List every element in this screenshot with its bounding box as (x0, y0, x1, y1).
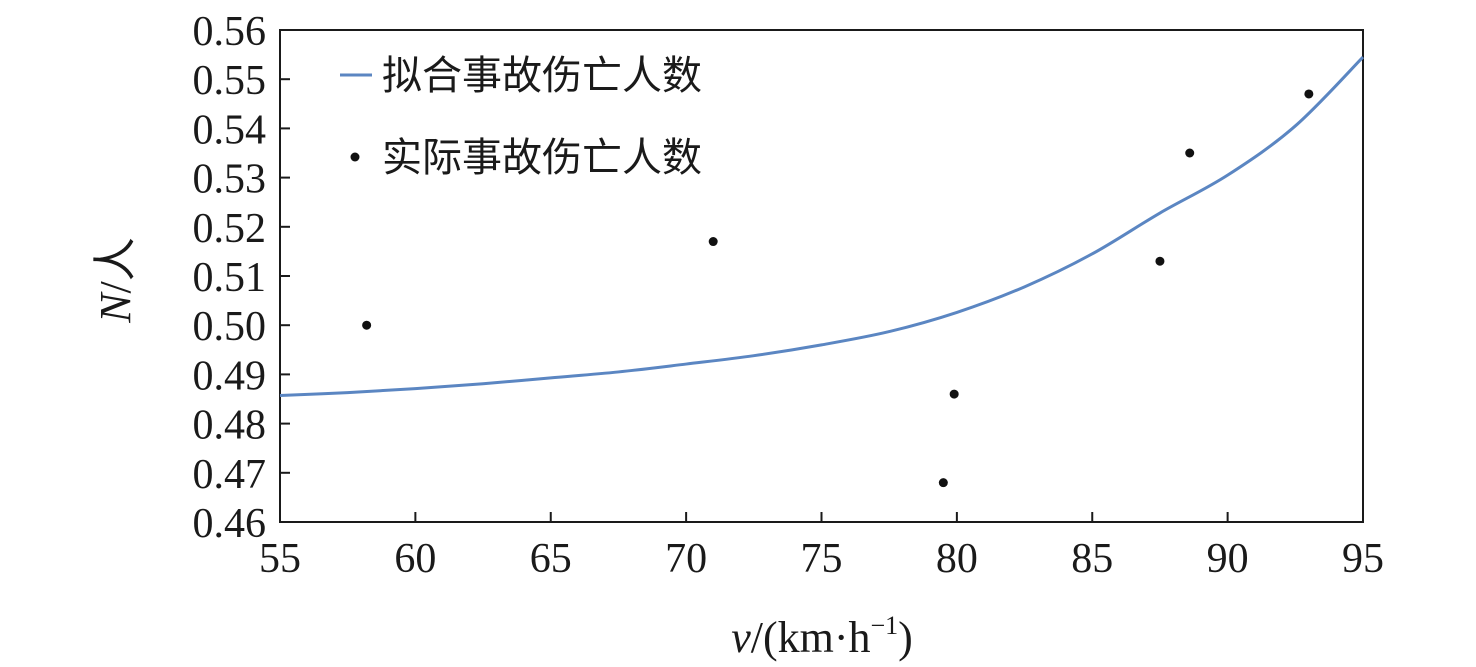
x-axis-unit: /(km·h (751, 613, 871, 662)
x-tick-label: 65 (530, 536, 572, 582)
x-tick-label: 55 (259, 536, 301, 582)
data-point (1185, 148, 1195, 158)
y-tick-label: 0.54 (193, 107, 267, 153)
y-tick-label: 0.52 (193, 206, 267, 252)
data-point (938, 478, 948, 488)
y-tick-label: 0.55 (193, 58, 267, 104)
x-tick-label: 70 (665, 536, 707, 582)
y-tick-label: 0.47 (193, 452, 267, 498)
legend-label-fitted: 拟合事故伤亡人数 (382, 53, 702, 99)
x-tick-label: 85 (1071, 536, 1113, 582)
data-point (708, 237, 718, 247)
x-axis-exponent: −1 (870, 611, 898, 640)
data-point (1304, 89, 1314, 99)
y-tick-label: 0.46 (193, 501, 267, 547)
data-point (949, 389, 959, 399)
x-tick-label: 95 (1342, 536, 1384, 582)
y-tick-label: 0.51 (193, 255, 267, 301)
y-tick-label: 0.50 (193, 304, 267, 350)
legend: 拟合事故伤亡人数 实际事故伤亡人数 (340, 53, 702, 181)
legend-label-actual: 实际事故伤亡人数 (382, 135, 702, 181)
x-tick-label: 75 (801, 536, 843, 582)
ticks (279, 29, 1364, 523)
y-axis-var: N (91, 291, 140, 324)
y-tick-label: 0.53 (193, 157, 267, 203)
y-tick-label: 0.49 (193, 353, 267, 399)
series (279, 56, 1365, 488)
fitted-curve (279, 56, 1365, 398)
plot-frame (279, 29, 1364, 523)
x-axis-var: v (731, 613, 751, 662)
x-tick-label: 90 (1207, 536, 1249, 582)
x-tick-labels: 55 60 65 70 75 80 85 90 95 (259, 536, 1384, 582)
data-point (1155, 256, 1165, 266)
x-axis-title: v/(km·h−1) (731, 611, 913, 662)
x-axis-close: ) (898, 613, 913, 662)
y-tick-labels: 0.460.470.480.490.500.510.520.530.540.55… (193, 9, 267, 547)
legend-dot-swatch (350, 152, 360, 162)
y-tick-label: 0.56 (193, 9, 267, 55)
y-tick-label: 0.48 (193, 403, 267, 449)
x-tick-label: 60 (394, 536, 436, 582)
y-axis-unit: /人 (91, 237, 140, 293)
y-axis-title: N/人 (91, 237, 140, 324)
data-point (362, 320, 372, 330)
x-tick-label: 80 (936, 536, 978, 582)
